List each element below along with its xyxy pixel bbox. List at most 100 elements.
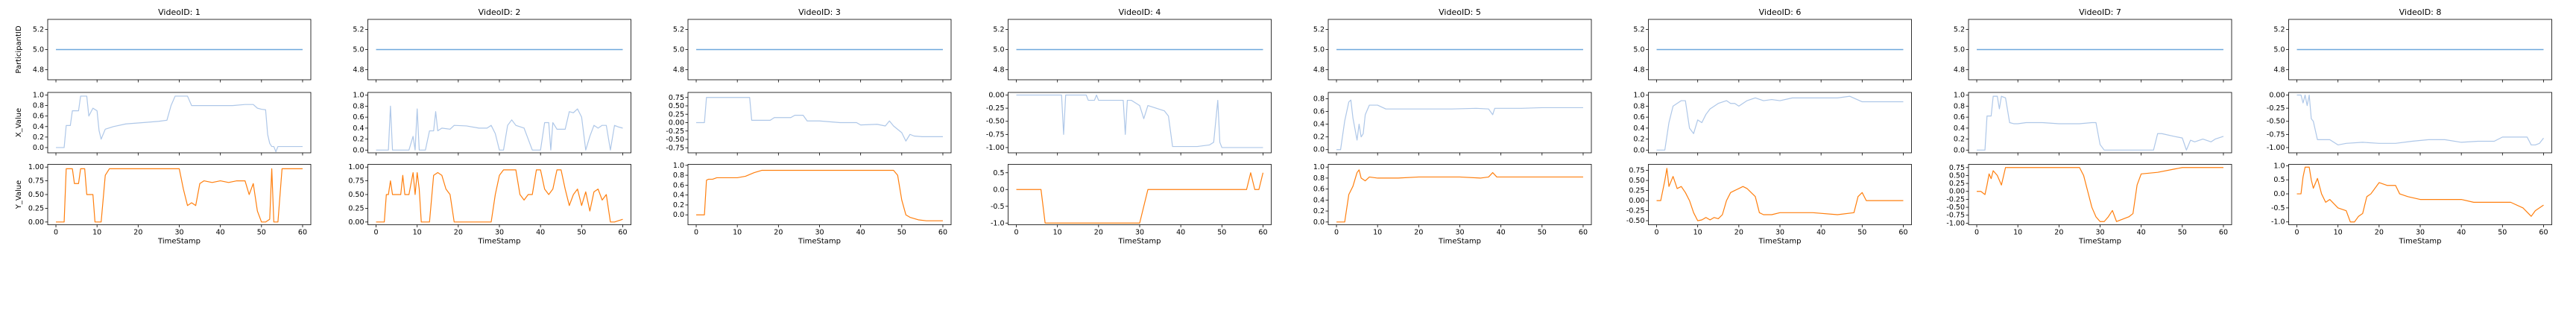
y-tick-label: 0.4 xyxy=(1633,124,1644,133)
y-tick-label: 5.0 xyxy=(33,46,44,54)
y-tick-label: -0.25 xyxy=(986,104,1005,113)
x-tick-label: 50 xyxy=(1857,229,1866,237)
x-axis-label: TimeStamp xyxy=(157,238,201,246)
series-line-x-value xyxy=(1656,95,1904,151)
y-tick-label: 0.00 xyxy=(1949,188,1965,196)
series-line-x-value xyxy=(376,105,623,151)
y-tick-label: -1.00 xyxy=(986,144,1005,152)
series-line-y-value xyxy=(1336,169,1583,223)
y-tick-label: -1.0 xyxy=(2271,218,2285,227)
x-tick-label: 10 xyxy=(733,229,742,237)
x-tick-label: 20 xyxy=(1094,229,1103,237)
y-tick-label: 5.2 xyxy=(1633,26,1644,34)
axes-frame xyxy=(2288,92,2552,154)
y-tick-label: 1.0 xyxy=(2273,162,2285,170)
y-tick-label: 0.25 xyxy=(348,204,364,212)
y-tick-label: 0.6 xyxy=(33,113,44,121)
x-tick-label: 30 xyxy=(174,229,183,237)
x-tick-label: 0 xyxy=(374,229,379,237)
y-tick-label: 0.50 xyxy=(669,102,684,110)
series-line-x-value xyxy=(696,97,943,142)
y-tick-label: 0.0 xyxy=(1313,146,1325,154)
column-title: VideoID: 2 xyxy=(479,7,521,17)
axes-frame xyxy=(1008,164,1272,225)
x-tick-label: 50 xyxy=(1217,229,1226,237)
y-tick-label: 0.5 xyxy=(2273,176,2285,184)
series-line-y-value xyxy=(1656,168,1904,221)
y-tick-label: 0.8 xyxy=(1313,95,1325,104)
y-tick-label: 0.4 xyxy=(1954,124,1965,133)
y-tick-label: 0.75 xyxy=(1949,164,1965,172)
x-tick-label: 0 xyxy=(1334,229,1339,237)
y-tick-label: 0.4 xyxy=(33,123,44,131)
x-tick-label: 40 xyxy=(216,229,225,237)
y-tick-label: 0.25 xyxy=(1949,180,1965,188)
y-tick-label: 0.00 xyxy=(348,218,364,227)
series-line-x-value xyxy=(2296,94,2544,146)
y-tick-label: 0.75 xyxy=(348,177,364,186)
y-tick-label: 0.0 xyxy=(1633,146,1644,154)
panel-r2-c2: 0.0 0.2 0.4 0.6 0.8 1.0 xyxy=(353,92,631,156)
series-line-y-value xyxy=(1016,172,1264,224)
y-tick-label: 5.2 xyxy=(1954,26,1965,34)
x-tick-label: 30 xyxy=(2416,229,2425,237)
y-tick-label: 0.0 xyxy=(353,146,364,154)
y-tick-label: 5.0 xyxy=(2273,46,2285,54)
x-axis-label: TimeStamp xyxy=(798,238,841,246)
x-tick-label: 30 xyxy=(1775,229,1784,237)
y-tick-label: 5.0 xyxy=(1954,46,1965,54)
series-line-y-value xyxy=(376,169,623,223)
y-tick-label: 0.8 xyxy=(1633,102,1644,110)
x-tick-label: 10 xyxy=(1693,229,1702,237)
x-tick-label: 50 xyxy=(2178,229,2187,237)
x-tick-label: 40 xyxy=(1176,229,1185,237)
y-tick-label: 0.6 xyxy=(1313,186,1325,194)
axes-frame xyxy=(687,164,952,225)
y-tick-label: 0.0 xyxy=(673,211,684,219)
y-tick-label: -0.75 xyxy=(986,130,1005,139)
y-tick-label: -0.50 xyxy=(1946,203,1965,212)
y-tick-label: -0.75 xyxy=(666,144,684,152)
x-tick-label: 20 xyxy=(2054,229,2063,237)
x-tick-label: 40 xyxy=(1497,229,1506,237)
y-tick-label: 0.50 xyxy=(1629,177,1644,185)
y-tick-label: 4.8 xyxy=(1633,66,1644,75)
y-tick-label: 0.8 xyxy=(1954,102,1965,110)
y-tick-label: 4.8 xyxy=(673,66,684,75)
y-tick-label: 0.0 xyxy=(993,186,1004,194)
y-tick-label: 0.8 xyxy=(353,102,364,110)
x-axis-label: TimeStamp xyxy=(2399,238,2442,246)
panel-r2-c1: 0.0 0.2 0.4 0.6 0.8 1.0 X_Value xyxy=(15,92,312,156)
y-tick-label: 5.2 xyxy=(993,26,1004,34)
panel-r3-c4: -1.0 -0.5 0.0 0.5 0 10 20 30 40 50 60 TimeStamp xyxy=(991,164,1272,246)
panel-r3-c2: 0.00 0.25 0.50 0.75 1.00 0 10 20 30 40 50 60 TimeSta… xyxy=(348,163,631,246)
x-tick-label: 60 xyxy=(1258,229,1267,237)
x-tick-label: 60 xyxy=(938,229,947,237)
x-tick-label: 40 xyxy=(2137,229,2146,237)
x-tick-label: 20 xyxy=(1414,229,1423,237)
y-tick-label: 0.6 xyxy=(1954,113,1965,122)
y-tick-label: 1.00 xyxy=(28,163,44,171)
y-tick-label: 0.8 xyxy=(1313,174,1325,183)
axes-frame xyxy=(1328,92,1592,154)
x-axis-label: TimeStamp xyxy=(1758,238,1802,246)
y-tick-label: 4.8 xyxy=(993,66,1004,75)
series-line-x-value xyxy=(1977,95,2224,151)
column-title: VideoID: 7 xyxy=(2079,7,2121,17)
y-tick-label: 0.0 xyxy=(2273,190,2285,198)
x-tick-label: 30 xyxy=(2095,229,2104,237)
y-tick-label: 0.2 xyxy=(673,201,684,209)
panel-r1-c8: 4.8 5.0 5.2 VideoID: 8 xyxy=(2273,7,2552,83)
x-tick-label: 20 xyxy=(2375,229,2384,237)
panel-r1-c3: 4.8 5.0 5.2 VideoID: 3 xyxy=(673,7,952,83)
y-tick-label: -1.0 xyxy=(991,219,1005,227)
x-tick-label: 60 xyxy=(618,229,627,237)
x-tick-label: 50 xyxy=(257,229,266,237)
panel-r1-c7: 4.8 5.0 5.2 VideoID: 7 xyxy=(1954,7,2232,83)
x-tick-label: 0 xyxy=(694,229,698,237)
column-title: VideoID: 5 xyxy=(1439,7,1481,17)
y-tick-label: -0.5 xyxy=(991,203,1005,211)
y-tick-label: 0.75 xyxy=(28,177,44,186)
x-axis-label: TimeStamp xyxy=(2078,238,2121,246)
